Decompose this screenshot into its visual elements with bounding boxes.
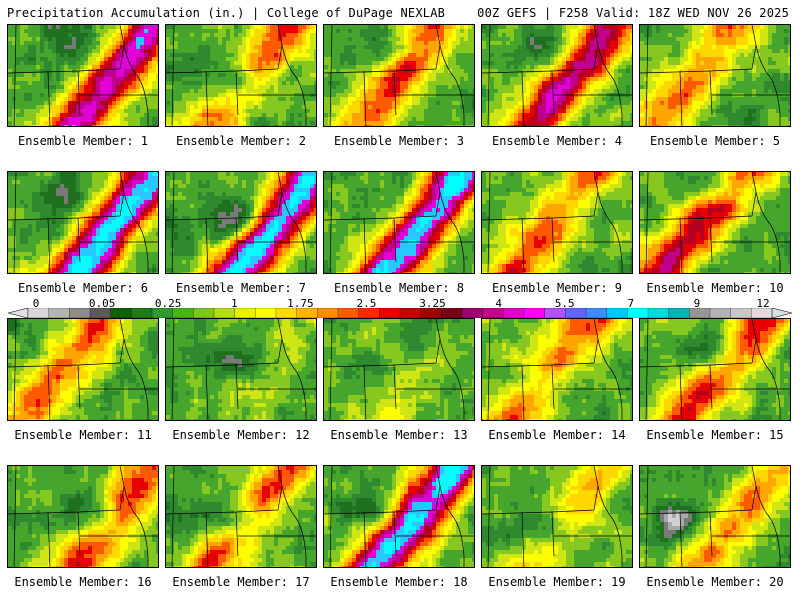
precipitation-field xyxy=(324,319,474,420)
colorbar-swatch xyxy=(730,308,752,318)
ensemble-member-map xyxy=(481,465,633,568)
ensemble-member-map xyxy=(7,465,159,568)
ensemble-member-label: Ensemble Member: 16 xyxy=(14,575,152,589)
colorbar-tick-label: 2.5 xyxy=(356,297,377,310)
precipitation-colorbar xyxy=(8,308,792,318)
colorbar-tick-label: 5.5 xyxy=(554,297,575,310)
colorbar-tick-label: 1 xyxy=(230,297,238,310)
precipitation-field xyxy=(324,25,474,126)
precipitation-field xyxy=(640,319,790,420)
ensemble-member-label: Ensemble Member: 6 xyxy=(17,281,149,295)
colorbar-swatch xyxy=(131,308,153,318)
ensemble-member-map xyxy=(165,24,317,127)
ensemble-member-label: Ensemble Member: 10 xyxy=(646,281,784,295)
precipitation-field xyxy=(482,466,632,567)
precipitation-field xyxy=(8,319,158,420)
colorbar-left-arrow xyxy=(8,308,29,318)
colorbar-tick-label: 12 xyxy=(756,297,770,310)
map-title: Precipitation Accumulation (in.) | Colle… xyxy=(7,6,446,20)
ensemble-member-map xyxy=(639,24,791,127)
colorbar-swatch xyxy=(234,308,256,318)
ensemble-member-label: Ensemble Member: 14 xyxy=(488,428,626,442)
precipitation-field xyxy=(166,172,316,273)
colorbar-tick-label: 1.75 xyxy=(287,297,314,310)
colorbar-swatch xyxy=(523,308,546,318)
colorbar-tick-label: 7 xyxy=(627,297,635,310)
colorbar-swatch xyxy=(585,308,608,318)
colorbar-swatch xyxy=(48,308,70,318)
ensemble-member-map xyxy=(639,171,791,274)
ensemble-member-label: Ensemble Member: 9 xyxy=(491,281,623,295)
colorbar-tick-label: 0.25 xyxy=(154,297,182,310)
ensemble-member-label: Ensemble Member: 8 xyxy=(333,281,465,295)
ensemble-member-map xyxy=(323,171,475,274)
colorbar-tick-label: 9 xyxy=(693,297,701,310)
ensemble-member-map xyxy=(323,465,475,568)
ensemble-member-map xyxy=(481,171,633,274)
colorbar-swatch xyxy=(647,308,670,318)
ensemble-member-label: Ensemble Member: 4 xyxy=(491,134,623,148)
colorbar-swatch xyxy=(193,308,215,318)
ensemble-member-map xyxy=(7,171,159,274)
colorbar-swatch xyxy=(69,308,91,318)
ensemble-member-label: Ensemble Member: 11 xyxy=(14,428,152,442)
colorbar-swatch xyxy=(399,308,422,318)
precipitation-field xyxy=(482,319,632,420)
ensemble-member-map xyxy=(639,318,791,421)
ensemble-member-map xyxy=(481,24,633,127)
precipitation-field xyxy=(324,172,474,273)
precipitation-field xyxy=(324,466,474,567)
colorbar-swatch xyxy=(503,308,525,318)
ensemble-member-label: Ensemble Member: 20 xyxy=(646,575,784,589)
ensemble-member-map xyxy=(323,24,475,127)
ensemble-member-label: Ensemble Member: 18 xyxy=(330,575,468,589)
ensemble-member-map xyxy=(165,465,317,568)
colorbar-swatch xyxy=(709,308,732,318)
ensemble-member-map xyxy=(481,318,633,421)
ensemble-member-map xyxy=(639,465,791,568)
colorbar-swatch xyxy=(668,308,690,318)
colorbar-tick-label: 0.05 xyxy=(88,297,116,310)
ensemble-member-label: Ensemble Member: 17 xyxy=(172,575,310,589)
precipitation-field xyxy=(640,466,790,567)
ensemble-member-label: Ensemble Member: 13 xyxy=(330,428,468,442)
colorbar-swatch xyxy=(379,308,401,318)
precipitation-field xyxy=(640,25,790,126)
ensemble-member-label: Ensemble Member: 12 xyxy=(172,428,310,442)
colorbar-tick-label: 0 xyxy=(32,297,40,310)
precipitation-field xyxy=(166,319,316,420)
ensemble-member-label: Ensemble Member: 19 xyxy=(488,575,626,589)
ensemble-member-map xyxy=(7,24,159,127)
precipitation-field xyxy=(8,466,158,567)
ensemble-member-label: Ensemble Member: 3 xyxy=(333,134,465,148)
colorbar-swatch xyxy=(255,308,277,318)
precipitation-field xyxy=(8,25,158,126)
colorbar-right-arrow xyxy=(771,308,792,318)
precipitation-field xyxy=(166,25,316,126)
colorbar-tick-label: 4 xyxy=(495,297,502,310)
ensemble-member-map xyxy=(165,171,317,274)
ensemble-member-map xyxy=(7,318,159,421)
precipitation-field xyxy=(640,172,790,273)
ensemble-member-map xyxy=(323,318,475,421)
ensemble-member-label: Ensemble Member: 2 xyxy=(175,134,307,148)
precipitation-field xyxy=(482,172,632,273)
colorbar-swatch xyxy=(606,308,628,318)
ensemble-member-map xyxy=(165,318,317,421)
ensemble-member-label: Ensemble Member: 5 xyxy=(649,134,781,148)
ensemble-member-label: Ensemble Member: 15 xyxy=(646,428,784,442)
ensemble-member-label: Ensemble Member: 7 xyxy=(175,281,307,295)
ensemble-member-label: Ensemble Member: 1 xyxy=(17,134,149,148)
colorbar-swatch xyxy=(461,308,484,318)
model-run-info: 00Z GEFS | F258 Valid: 18Z WED NOV 26 20… xyxy=(477,6,789,20)
precipitation-field xyxy=(8,172,158,273)
colorbar-swatch xyxy=(317,308,339,318)
precipitation-field xyxy=(166,466,316,567)
colorbar-tick-label: 3.25 xyxy=(419,297,446,310)
precipitation-field xyxy=(482,25,632,126)
